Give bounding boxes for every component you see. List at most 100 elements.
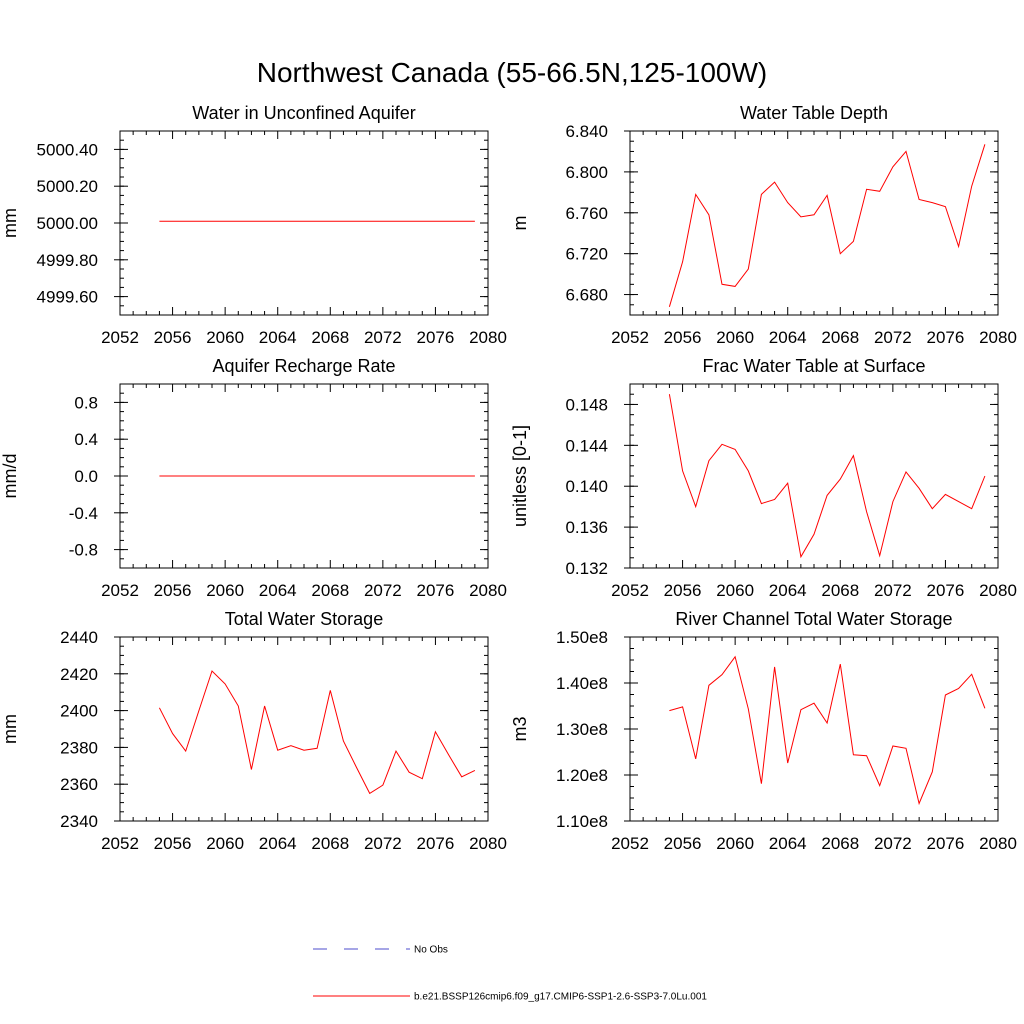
y-tick-label: 1.20e8 (556, 766, 608, 785)
legend-item: b.e21.BSSP126cmip6.f09_g17.CMIP6-SSP1-2.… (313, 992, 707, 1003)
y-axis-label: m (510, 216, 530, 231)
panel-2: Water Table Depth 2052 2056 2060 2064 2068 207… (510, 103, 1017, 347)
x-tick-label: 2080 (469, 581, 507, 600)
x-tick-label: 2068 (821, 581, 859, 600)
x-tick-label: 2068 (311, 328, 349, 347)
x-tick-label: 2052 (101, 328, 139, 347)
x-tick-label: 2060 (206, 581, 244, 600)
x-tick-label: 2068 (821, 328, 859, 347)
plot-frame (629, 130, 999, 316)
y-axis-label: mm/d (0, 454, 20, 499)
panel-1: Water in Unconfined Aquifer 2052 2056 2060 2… (0, 103, 507, 347)
y-tick-label: -0.4 (69, 504, 98, 523)
panels-group: Water in Unconfined Aquifer 2052 2056 2060 2… (0, 103, 1017, 853)
plot-frame (119, 636, 489, 822)
y-tick-label: 2340 (60, 812, 98, 831)
y-tick-label: 4999.60 (37, 288, 98, 307)
y-tick-label: 0.8 (74, 393, 98, 412)
x-tick-label: 2076 (927, 834, 965, 853)
x-tick-label: 2060 (206, 834, 244, 853)
series-line (158, 670, 476, 795)
y-tick-label: 0.132 (565, 559, 608, 578)
x-tick-label: 2060 (716, 581, 754, 600)
y-tick-label: 0.136 (565, 518, 608, 537)
y-tick-label: 2360 (60, 775, 98, 794)
y-tick-label: 4999.80 (37, 251, 98, 270)
y-tick-label: 0.4 (74, 430, 98, 449)
x-tick-label: 2060 (206, 328, 244, 347)
legend: No Obs b.e21.BSSP126cmip6.f09_g17.CMIP6-S… (313, 945, 707, 1003)
panel-5: Total Water Storage 2052 2056 2060 2064 2068 2… (0, 609, 507, 853)
x-tick-label: 2064 (259, 581, 297, 600)
x-tick-label: 2052 (611, 328, 649, 347)
x-tick-label: 2060 (716, 328, 754, 347)
legend-label: b.e21.BSSP126cmip6.f09_g17.CMIP6-SSP1-2.… (414, 992, 707, 1003)
plot-frame (119, 130, 489, 316)
panel-title: River Channel Total Water Storage (675, 609, 952, 629)
x-tick-label: 2056 (154, 328, 192, 347)
x-tick-label: 2076 (417, 834, 455, 853)
y-tick-label: 5000.40 (37, 140, 98, 159)
x-tick-label: 2076 (927, 581, 965, 600)
y-tick-label: 1.40e8 (556, 674, 608, 693)
x-tick-label: 2072 (874, 834, 912, 853)
x-tick-label: 2052 (611, 581, 649, 600)
x-tick-label: 2076 (417, 328, 455, 347)
y-tick-label: 1.10e8 (556, 812, 608, 831)
x-tick-label: 2056 (664, 328, 702, 347)
x-tick-label: 2072 (364, 328, 402, 347)
x-tick-label: 2080 (979, 581, 1017, 600)
plot-frame (629, 383, 999, 569)
panel-title: Aquifer Recharge Rate (212, 356, 395, 376)
x-tick-label: 2052 (101, 834, 139, 853)
y-tick-label: -0.8 (69, 541, 98, 560)
y-tick-label: 2420 (60, 665, 98, 684)
y-axis-label: mm (0, 714, 20, 744)
x-tick-label: 2068 (311, 581, 349, 600)
y-tick-label: 1.30e8 (556, 720, 608, 739)
x-tick-label: 2056 (664, 581, 702, 600)
legend-label: No Obs (414, 945, 448, 956)
series-line (668, 394, 986, 559)
y-tick-label: 0.0 (74, 467, 98, 486)
panel-3: Aquifer Recharge Rate 2052 2056 2060 2064 206… (0, 356, 507, 600)
figure-title: Northwest Canada (55-66.5N,125-100W) (257, 57, 767, 88)
y-tick-label: 6.840 (565, 122, 608, 141)
x-tick-label: 2064 (769, 581, 807, 600)
y-tick-label: 2440 (60, 628, 98, 647)
x-tick-label: 2064 (259, 328, 297, 347)
y-tick-label: 6.760 (565, 204, 608, 223)
x-tick-label: 2060 (716, 834, 754, 853)
panel-title: Water Table Depth (740, 103, 888, 123)
x-tick-label: 2072 (364, 581, 402, 600)
y-tick-label: 2380 (60, 738, 98, 757)
x-tick-label: 2072 (364, 834, 402, 853)
y-tick-label: 1.50e8 (556, 628, 608, 647)
x-tick-label: 2080 (469, 328, 507, 347)
x-tick-label: 2064 (769, 834, 807, 853)
x-tick-label: 2064 (769, 328, 807, 347)
x-tick-label: 2072 (874, 581, 912, 600)
legend-item: No Obs (313, 945, 448, 956)
y-tick-label: 6.720 (565, 245, 608, 264)
x-tick-label: 2052 (101, 581, 139, 600)
y-tick-label: 0.140 (565, 477, 608, 496)
x-tick-label: 2068 (821, 834, 859, 853)
y-tick-label: 5000.00 (37, 214, 98, 233)
panel-6: River Channel Total Water Storage 2052 205… (510, 609, 1017, 853)
series-line (669, 655, 986, 806)
x-tick-label: 2076 (417, 581, 455, 600)
x-tick-label: 2080 (979, 328, 1017, 347)
x-tick-label: 2056 (154, 581, 192, 600)
y-tick-label: 0.148 (565, 395, 608, 414)
panel-title: Water in Unconfined Aquifer (192, 103, 415, 123)
y-tick-label: 5000.20 (37, 177, 98, 196)
x-tick-label: 2080 (469, 834, 507, 853)
panel-4: Frac Water Table at Surface 2052 2056 2060 2… (510, 356, 1017, 600)
x-tick-label: 2056 (664, 834, 702, 853)
x-tick-label: 2056 (154, 834, 192, 853)
y-axis-label: m3 (510, 716, 530, 741)
series-line (668, 144, 986, 307)
x-tick-label: 2052 (611, 834, 649, 853)
